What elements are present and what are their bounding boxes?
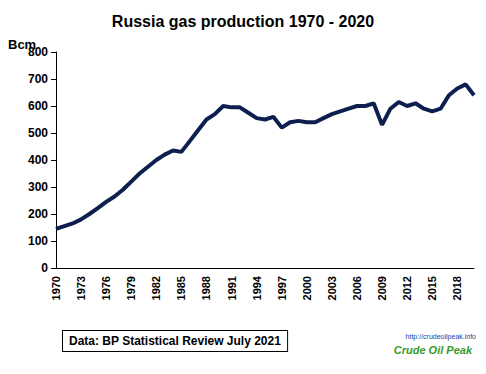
svg-text:Russia gas production 1970 - 2: Russia gas production 1970 - 2020	[112, 13, 374, 30]
svg-text:1982: 1982	[150, 276, 162, 300]
svg-text:Crude Oil Peak: Crude Oil Peak	[394, 344, 473, 356]
svg-text:1994: 1994	[251, 275, 263, 300]
svg-text:600: 600	[28, 99, 48, 113]
svg-text:800: 800	[28, 45, 48, 59]
svg-text:2000: 2000	[301, 276, 313, 300]
svg-text:700: 700	[28, 72, 48, 86]
svg-text:1991: 1991	[226, 276, 238, 300]
svg-text:1973: 1973	[75, 276, 87, 300]
svg-text:Data: BP Statistical Review Ju: Data: BP Statistical Review July 2021	[69, 334, 281, 348]
svg-text:1970: 1970	[50, 276, 62, 300]
svg-text:http://crudeoilpeak.info: http://crudeoilpeak.info	[406, 333, 477, 341]
svg-text:Bcm: Bcm	[8, 37, 37, 52]
svg-text:2003: 2003	[326, 276, 338, 300]
svg-text:1985: 1985	[175, 276, 187, 300]
svg-text:2018: 2018	[451, 276, 463, 300]
svg-text:2012: 2012	[401, 276, 413, 300]
svg-text:2009: 2009	[376, 276, 388, 300]
svg-text:1979: 1979	[125, 276, 137, 300]
svg-text:1988: 1988	[200, 276, 212, 300]
svg-text:200: 200	[28, 207, 48, 221]
svg-text:2006: 2006	[351, 276, 363, 300]
svg-text:400: 400	[28, 153, 48, 167]
svg-text:1997: 1997	[276, 276, 288, 300]
svg-text:500: 500	[28, 126, 48, 140]
svg-text:0: 0	[41, 261, 48, 275]
svg-text:2015: 2015	[426, 276, 438, 300]
svg-text:300: 300	[28, 180, 48, 194]
svg-text:100: 100	[28, 234, 48, 248]
svg-text:1976: 1976	[100, 276, 112, 300]
